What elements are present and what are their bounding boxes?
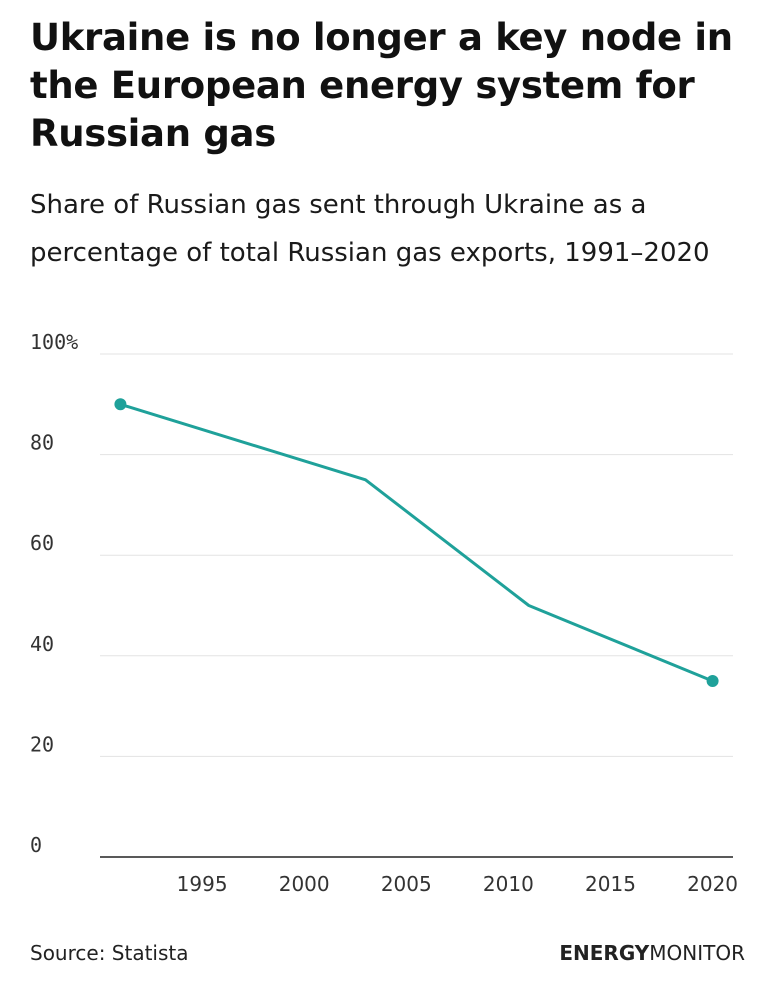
y-tick-label: 0 (30, 833, 42, 857)
grid-lines (100, 353, 733, 757)
x-tick-labels: 1995 2000 2005 2010 2015 2020 (177, 872, 738, 896)
brand-logo: ENERGYMONITOR (559, 941, 745, 965)
y-tick-label: 60 (30, 531, 54, 555)
endpoint-marker (706, 674, 719, 687)
endpoint-markers (114, 398, 719, 687)
chart-subtitle: Share of Russian gas sent through Ukrain… (30, 190, 710, 268)
x-tick-label: 1995 (177, 872, 228, 896)
x-tick-label: 2020 (687, 872, 738, 896)
endpoint-marker (114, 398, 127, 411)
brand-logo-regular: MONITOR (649, 941, 745, 965)
y-tick-labels: 0 20 40 60 80 100% (30, 330, 78, 857)
brand-logo-bold: ENERGY (559, 941, 650, 965)
line-chart: 0 20 40 60 80 100% 1995 2000 2005 2010 2015 2020 (30, 330, 738, 896)
y-tick-label: 40 (30, 632, 54, 656)
source-note: Source: Statista (30, 941, 189, 965)
chart-title: Ukraine is no longer a key node in the E… (30, 16, 733, 155)
x-tick-label: 2005 (381, 872, 432, 896)
y-tick-label: 20 (30, 732, 54, 756)
x-tick-label: 2015 (585, 872, 636, 896)
x-tick-label: 2000 (279, 872, 330, 896)
y-tick-label: 80 (30, 431, 54, 455)
x-tick-label: 2010 (483, 872, 534, 896)
y-tick-label: 100% (30, 330, 78, 354)
series-line (119, 402, 714, 683)
